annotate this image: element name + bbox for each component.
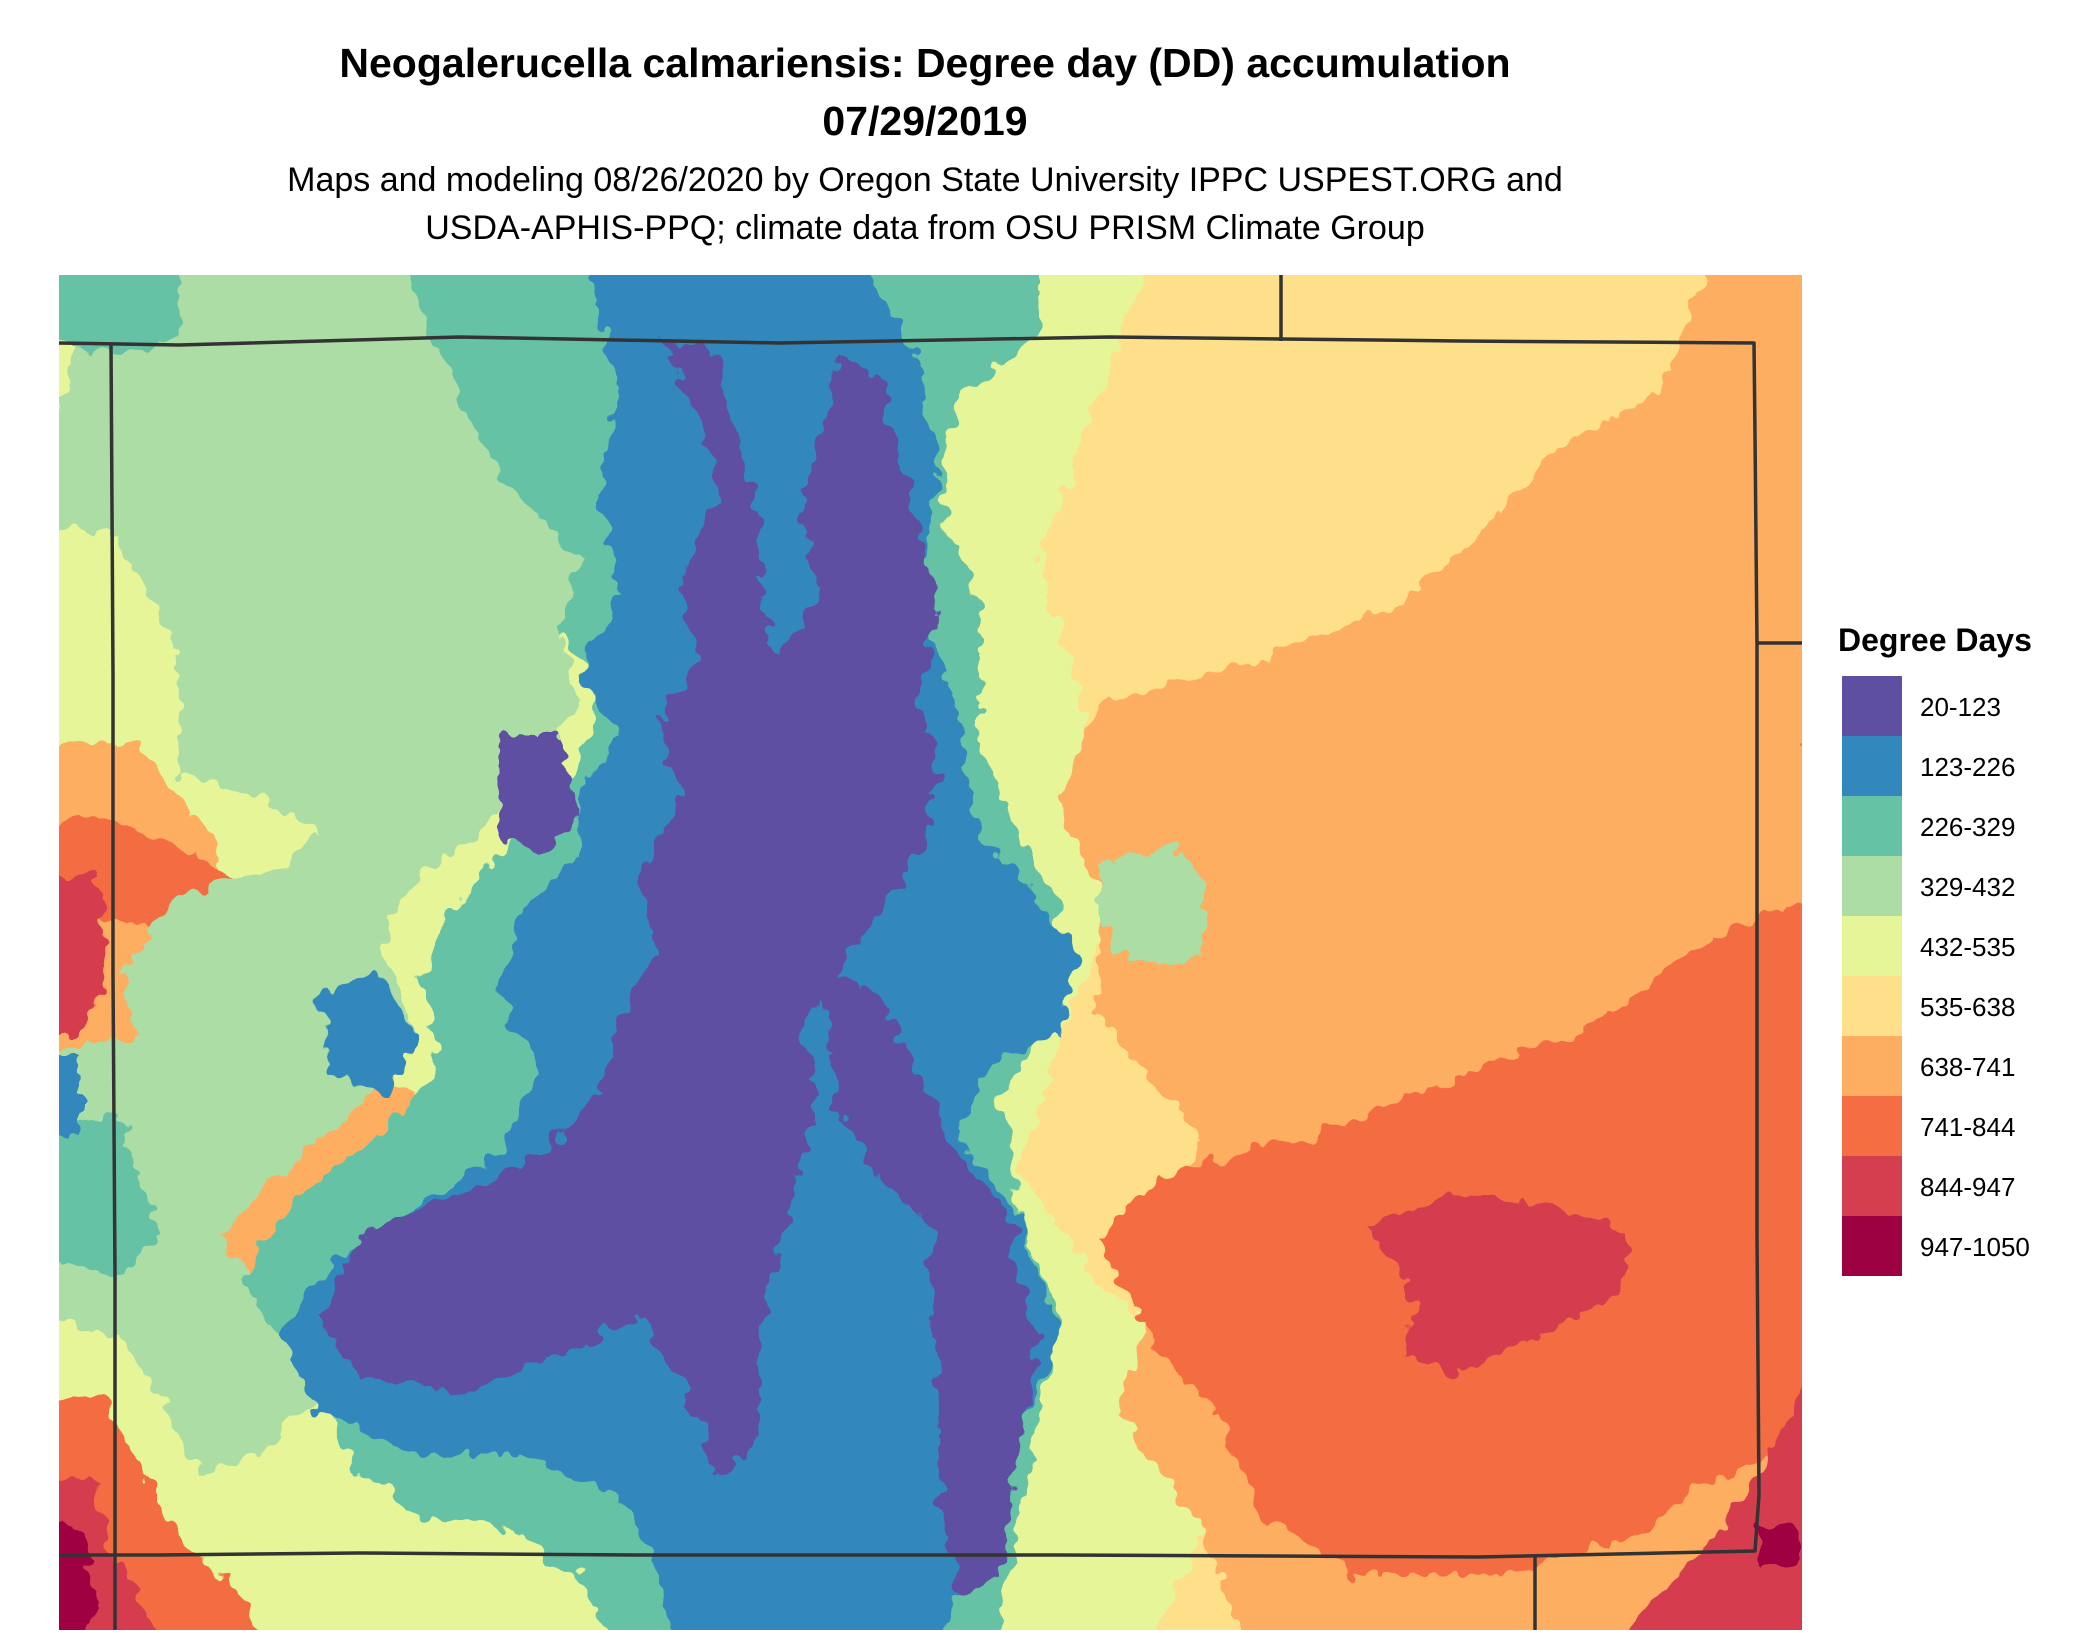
legend-item: 123-226	[1838, 736, 2078, 796]
zone-226-329	[59, 1115, 159, 1275]
zone-123-226	[59, 1055, 79, 1135]
legend-item: 638-741	[1838, 1036, 2078, 1096]
zone-844-947	[1634, 1389, 1802, 1630]
legend-item: 329-432	[1838, 856, 2078, 916]
legend-item: 432-535	[1838, 916, 2078, 976]
legend-swatch	[1842, 856, 1902, 916]
degree-day-map	[59, 275, 1802, 1630]
legend-swatch	[1842, 1216, 1902, 1276]
legend-swatch	[1842, 1036, 1902, 1096]
legend-label: 329-432	[1920, 872, 2016, 902]
legend-swatch	[1842, 976, 1902, 1036]
legend-label: 741-844	[1920, 1112, 2016, 1142]
map-date: 07/29/2019	[822, 98, 1028, 144]
zone-226-329	[59, 275, 179, 355]
zone-947-1050	[1759, 1525, 1799, 1565]
zone-20-123	[319, 335, 939, 1475]
legend-label: 947-1050	[1920, 1232, 2030, 1262]
legend-swatch	[1842, 916, 1902, 976]
legend-label: 844-947	[1920, 1172, 2016, 1202]
zone-20-123	[929, 1175, 1039, 1595]
legend-label: 535-638	[1920, 992, 2016, 1022]
legend-swatch	[1842, 1156, 1902, 1216]
legend-item: 844-947	[1838, 1156, 2078, 1216]
legend-swatch	[1842, 1096, 1902, 1156]
zone-844-947	[59, 875, 109, 1035]
zone-123-226	[319, 975, 419, 1095]
zone-20-123	[499, 735, 579, 855]
map-title: Neogalerucella calmariensis: Degree day …	[339, 40, 1511, 86]
zone-329-432	[59, 275, 799, 1475]
legend-item: 20-123	[1838, 676, 2078, 736]
legend-item: 741-844	[1838, 1096, 2078, 1156]
legend-item: 535-638	[1838, 976, 2078, 1036]
legend-swatch	[1842, 676, 1902, 736]
legend-label: 226-329	[1920, 812, 2016, 842]
legend-label: 638-741	[1920, 1052, 2016, 1082]
map-credit-line-2: USDA-APHIS-PPQ; climate data from OSU PR…	[425, 209, 1425, 247]
map-credit-line-1: Maps and modeling 08/26/2020 by Oregon S…	[287, 161, 1563, 199]
legend-swatch	[1842, 796, 1902, 856]
zone-844-947	[1369, 1195, 1629, 1375]
wyoming-border	[59, 335, 1761, 1559]
zone-741-844	[1799, 745, 1802, 756]
legend-items: 20-123 123-226 226-329 329-432 432-535 535-63…	[1838, 676, 2078, 1276]
legend-label: 123-226	[1920, 752, 2016, 782]
zone-947-1050	[59, 1525, 99, 1630]
legend-item: 226-329	[1838, 796, 2078, 856]
degree-day-raster	[59, 275, 1802, 1630]
legend-label: 20-123	[1920, 692, 2001, 722]
west-border	[109, 342, 117, 1630]
legend-label: 432-535	[1920, 932, 2016, 962]
legend-title: Degree Days	[1838, 622, 2032, 658]
legend-swatch	[1842, 736, 1902, 796]
zone-329-432	[1099, 845, 1209, 965]
state-boundaries	[59, 275, 1802, 1630]
legend-item: 947-1050	[1838, 1216, 2078, 1276]
map-legend: Degree Days 20-123 123-226 226-329 329-432 4…	[1838, 620, 2078, 1276]
